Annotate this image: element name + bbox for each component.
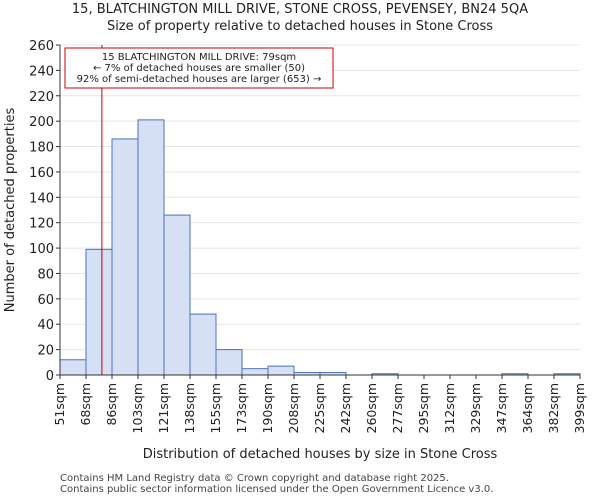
histogram-bar	[215, 349, 243, 376]
y-tick-label: 140	[29, 191, 54, 206]
y-tick-label: 20	[37, 344, 54, 359]
x-tick-label: 260sqm	[364, 383, 379, 433]
histogram-bar	[137, 119, 165, 376]
x-tick-label: 121sqm	[156, 383, 171, 433]
tick-labels: 0 20 40 60 80 100 120 140 160 180 200 220 240 260 51sq…	[29, 39, 587, 433]
annotation-box: 15 BLATCHINGTON MILL DRIVE: 79sqm ← 7% o…	[64, 47, 334, 89]
x-tick-label: 155sqm	[208, 383, 223, 433]
x-tick-label: 382sqm	[546, 383, 561, 433]
annotation-border	[64, 47, 334, 89]
x-tick-label: 399sqm	[572, 383, 587, 433]
y-tick-label: 260	[29, 39, 54, 54]
x-tick-label: 51sqm	[52, 383, 67, 426]
footer-line-2: Contains public sector information licen…	[60, 484, 494, 495]
x-tick-label: 86sqm	[104, 383, 119, 426]
x-tick-label: 295sqm	[416, 383, 431, 433]
x-tick-label: 277sqm	[390, 383, 405, 433]
x-tick-label: 329sqm	[468, 383, 483, 433]
x-tick-label: 68sqm	[78, 383, 93, 426]
bars	[59, 119, 581, 376]
y-tick-label: 40	[37, 318, 54, 333]
annotation-line-3: 92% of semi-detached houses are larger (…	[77, 74, 322, 85]
x-tick-label: 138sqm	[182, 383, 197, 433]
x-tick-label: 364sqm	[520, 383, 535, 433]
y-tick-label: 80	[37, 267, 54, 282]
chart-title: 15, BLATCHINGTON MILL DRIVE, STONE CROSS…	[71, 2, 529, 17]
histogram-bar	[111, 138, 139, 376]
x-tick-label: 173sqm	[234, 383, 249, 433]
y-tick-label: 220	[29, 90, 54, 105]
y-tick-label: 120	[29, 217, 54, 232]
y-tick-label: 200	[29, 115, 54, 130]
x-tick-label: 103sqm	[130, 383, 145, 433]
y-tick-label: 240	[29, 64, 54, 79]
histogram-bar	[59, 359, 87, 376]
x-axis-label: Distribution of detached houses by size …	[143, 447, 498, 462]
y-tick-label: 60	[37, 293, 54, 308]
histogram-bar	[267, 365, 295, 376]
x-tick-label: 190sqm	[260, 383, 275, 433]
annotation-line-2: ← 7% of detached houses are smaller (50)	[93, 63, 305, 74]
x-tick-label: 242sqm	[338, 383, 353, 433]
y-tick-label: 160	[29, 166, 54, 181]
footer-line-1: Contains HM Land Registry data © Crown c…	[60, 473, 449, 484]
x-tick-label: 208sqm	[286, 383, 301, 433]
histogram-bar	[241, 368, 269, 376]
x-tick-label: 312sqm	[442, 383, 457, 433]
chart-subtitle: Size of property relative to detached ho…	[106, 19, 494, 34]
y-tick-label: 0	[46, 369, 54, 384]
x-tick-label: 225sqm	[312, 383, 327, 433]
annotation-line-1: 15 BLATCHINGTON MILL DRIVE: 79sqm	[102, 52, 296, 63]
histogram-bar	[163, 214, 191, 376]
y-tick-label: 180	[29, 141, 54, 156]
histogram-bar	[85, 248, 113, 376]
x-tick-label: 347sqm	[494, 383, 509, 433]
histogram-bar	[189, 313, 217, 376]
y-axis-label: Number of detached properties	[3, 108, 18, 313]
y-tick-label: 100	[29, 242, 54, 257]
